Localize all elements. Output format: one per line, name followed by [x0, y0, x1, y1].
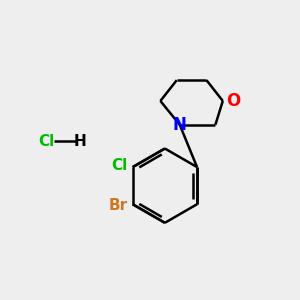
Text: Cl: Cl: [111, 158, 127, 173]
Text: O: O: [226, 92, 241, 110]
Text: Cl: Cl: [38, 134, 54, 148]
Text: H: H: [74, 134, 86, 148]
Text: Br: Br: [108, 198, 127, 213]
Text: N: N: [173, 116, 187, 134]
